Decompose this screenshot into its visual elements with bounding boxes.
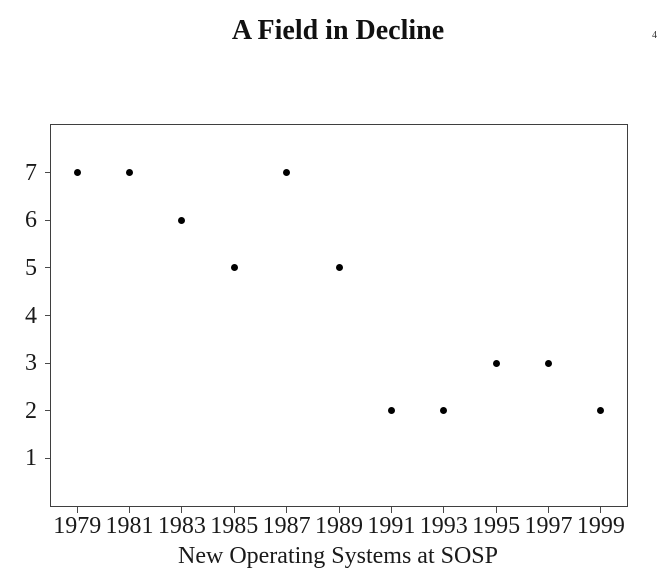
x-axis-label: New Operating Systems at SOSP <box>178 543 498 569</box>
y-axis-tick <box>45 362 50 364</box>
x-tick-label: 1997 <box>524 513 573 539</box>
x-tick-label: 1981 <box>105 513 154 539</box>
y-tick-label: 3 <box>25 350 37 377</box>
y-axis-tick <box>45 267 50 269</box>
plot-area: 1 2 3 4 5 6 7 1979 1981 1983 1985 1987 1989 1991 1993 1… <box>25 124 628 539</box>
x-axis-tick <box>443 507 445 513</box>
x-axis-tick <box>129 507 131 513</box>
x-tick-label: 1983 <box>157 513 206 539</box>
data-point <box>126 169 134 177</box>
x-tick-label: 1991 <box>367 513 416 539</box>
x-tick-label: 1979 <box>53 513 102 539</box>
y-axis-tick <box>45 172 50 174</box>
y-tick-label: 4 <box>25 302 37 329</box>
x-tick-label: 1999 <box>576 513 625 539</box>
data-point <box>492 359 500 367</box>
x-tick-label: 1995 <box>472 513 521 539</box>
y-tick-label: 2 <box>25 397 37 424</box>
y-axis-tick <box>45 315 50 316</box>
data-point <box>544 359 552 367</box>
x-axis-tick <box>233 507 235 513</box>
x-axis-tick <box>181 507 183 513</box>
data-point <box>73 169 81 177</box>
data-point <box>597 407 605 415</box>
x-tick-label: 1985 <box>210 513 259 539</box>
data-point <box>440 407 448 415</box>
y-axis-tick <box>45 457 50 459</box>
y-axis-tick <box>45 410 50 412</box>
x-axis-tick <box>76 507 78 513</box>
x-axis-tick <box>390 507 392 513</box>
page-number: 4 <box>652 30 657 41</box>
data-point <box>335 264 343 272</box>
x-axis-tick <box>286 507 288 513</box>
y-tick-label: 6 <box>25 207 37 234</box>
y-axis-tick <box>45 219 50 221</box>
x-axis-tick <box>600 507 602 513</box>
x-tick-label: 1993 <box>419 513 468 539</box>
x-tick-label: 1989 <box>315 513 363 539</box>
x-axis-tick <box>495 507 497 513</box>
y-tick-label: 5 <box>25 254 37 281</box>
data-point <box>387 407 395 415</box>
x-axis-tick <box>338 507 340 513</box>
data-point <box>283 169 291 177</box>
x-axis-tick <box>547 507 549 513</box>
y-tick-label: 7 <box>25 159 37 186</box>
y-tick-label: 1 <box>25 445 37 472</box>
data-point <box>178 216 186 224</box>
x-tick-label: 1987 <box>262 513 311 539</box>
data-point <box>230 264 238 272</box>
chart-title: A Field in Decline <box>231 15 445 46</box>
